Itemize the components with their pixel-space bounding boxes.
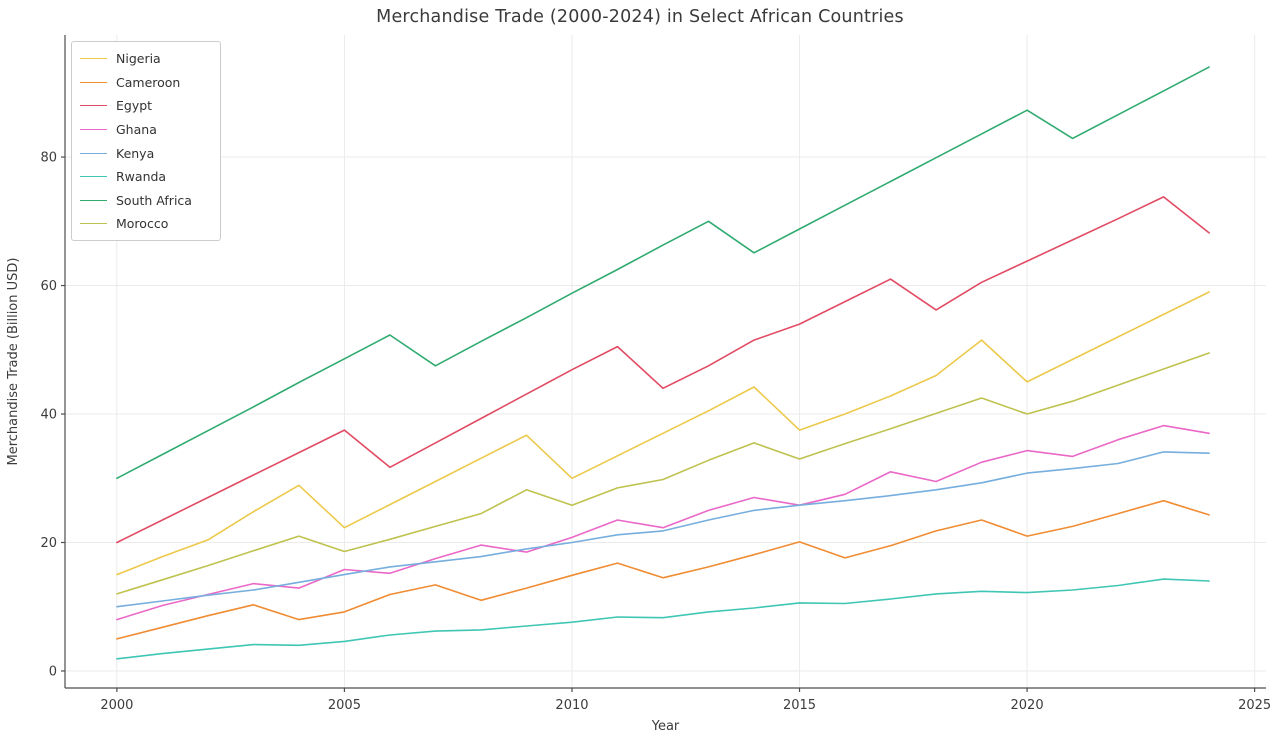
series-line-nigeria [116, 291, 1210, 576]
chart-legend: Nigeria Cameroon Egypt Ghana Kenya Rwanda Sout… [71, 41, 221, 241]
series-line-morocco [116, 352, 1210, 595]
legend-item-ghana: Ghana [80, 118, 212, 142]
legend-label: Nigeria [116, 51, 161, 67]
series-line-rwanda [116, 578, 1210, 660]
series-line-egypt [116, 196, 1210, 544]
legend-item-rwanda: Rwanda [80, 165, 212, 189]
legend-line-swatch [80, 176, 107, 178]
legend-label: Rwanda [116, 169, 167, 185]
legend-item-morocco: Morocco [80, 212, 212, 236]
legend-label: Kenya [116, 145, 155, 161]
x-tick-label: 2020 [1011, 698, 1044, 713]
x-axis-label: Year [651, 719, 680, 734]
x-tick-label: 2015 [783, 698, 816, 713]
legend-label: South Africa [116, 192, 192, 208]
legend-label: Morocco [116, 216, 169, 232]
legend-item-kenya: Kenya [80, 141, 212, 165]
legend-line-swatch [80, 58, 107, 60]
y-tick-label: 40 [40, 408, 57, 423]
series-line-kenya [116, 451, 1210, 608]
legend-line-swatch [80, 223, 107, 225]
legend-line-swatch [80, 129, 107, 131]
y-tick-label: 80 [40, 151, 57, 166]
legend-line-swatch [80, 81, 107, 83]
legend-label: Egypt [116, 98, 153, 114]
y-tick-label: 0 [49, 664, 57, 679]
y-tick-label: 60 [40, 279, 57, 294]
legend-line-swatch [80, 152, 107, 154]
legend-label: Cameroon [116, 74, 181, 90]
y-tick-label: 20 [40, 536, 57, 551]
x-tick-label: 2010 [555, 698, 588, 713]
series-line-ghana [116, 424, 1210, 621]
legend-line-swatch [80, 199, 107, 201]
y-axis-label: Merchandise Trade (Billion USD) [6, 258, 21, 466]
x-tick-label: 2000 [100, 698, 133, 713]
legend-item-cameroon: Cameroon [80, 71, 212, 95]
chart-title: Merchandise Trade (2000-2024) in Select … [376, 7, 904, 27]
x-tick-label: 2005 [328, 698, 361, 713]
x-tick-label: 2025 [1238, 698, 1271, 713]
legend-line-swatch [80, 105, 107, 107]
series-line-cameroon [116, 499, 1210, 640]
series-line-south-africa [116, 66, 1210, 480]
legend-item-egypt: Egypt [80, 94, 212, 118]
legend-item-south-africa: South Africa [80, 189, 212, 213]
legend-item-nigeria: Nigeria [80, 47, 212, 71]
legend-label: Ghana [116, 122, 157, 138]
